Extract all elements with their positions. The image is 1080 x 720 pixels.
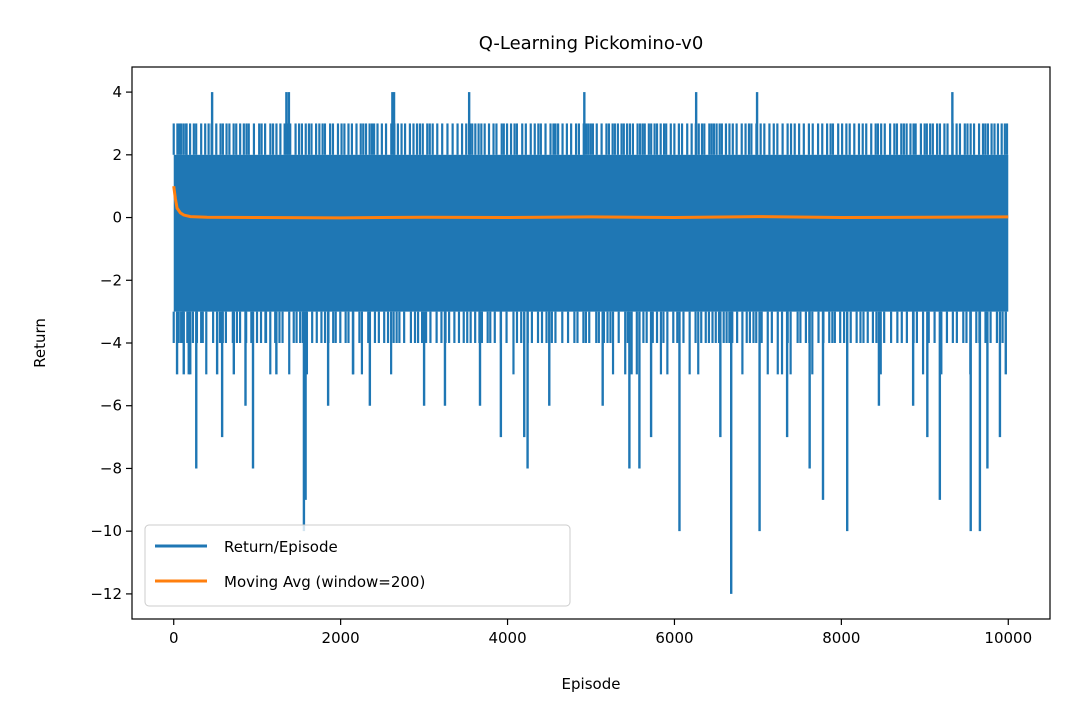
y-tick-label: −12: [90, 585, 122, 603]
legend-label-moving-avg: Moving Avg (window=200): [224, 573, 425, 591]
chart-title: Q-Learning Pickomino-v0: [479, 33, 704, 54]
plot-area: [131, 66, 1051, 620]
y-tick-label: −2: [100, 271, 122, 289]
x-tick-label: 10000: [984, 629, 1032, 647]
y-tick-label: −4: [100, 334, 122, 352]
moving-avg-line: [172, 185, 1009, 220]
y-tick-label: −10: [90, 522, 122, 540]
y-tick-label: 4: [112, 83, 122, 101]
y-tick-label: 0: [112, 209, 122, 227]
y-tick-label: 2: [112, 146, 122, 164]
y-tick-label: −8: [100, 459, 122, 477]
y-axis-label: Return: [31, 318, 49, 368]
x-axis-label: Episode: [562, 675, 621, 693]
return-dense-band: [173, 154, 1009, 312]
x-tick-label: 6000: [655, 629, 693, 647]
legend-box: [144, 524, 571, 607]
y-tick-label: −6: [100, 397, 122, 415]
x-tick-label: 8000: [822, 629, 860, 647]
x-tick-label: 2000: [322, 629, 360, 647]
return-episode-series: [172, 92, 1009, 594]
x-tick-label: 4000: [488, 629, 526, 647]
legend-label-return: Return/Episode: [224, 538, 338, 556]
y-axis: 4 2 0 −2 −4 −6 −8 −10 −12: [90, 83, 132, 603]
x-axis: 0 2000 4000 6000 8000 10000: [169, 619, 1032, 647]
x-tick-label: 0: [169, 629, 179, 647]
legend: Return/Episode Moving Avg (window=200): [144, 524, 571, 607]
